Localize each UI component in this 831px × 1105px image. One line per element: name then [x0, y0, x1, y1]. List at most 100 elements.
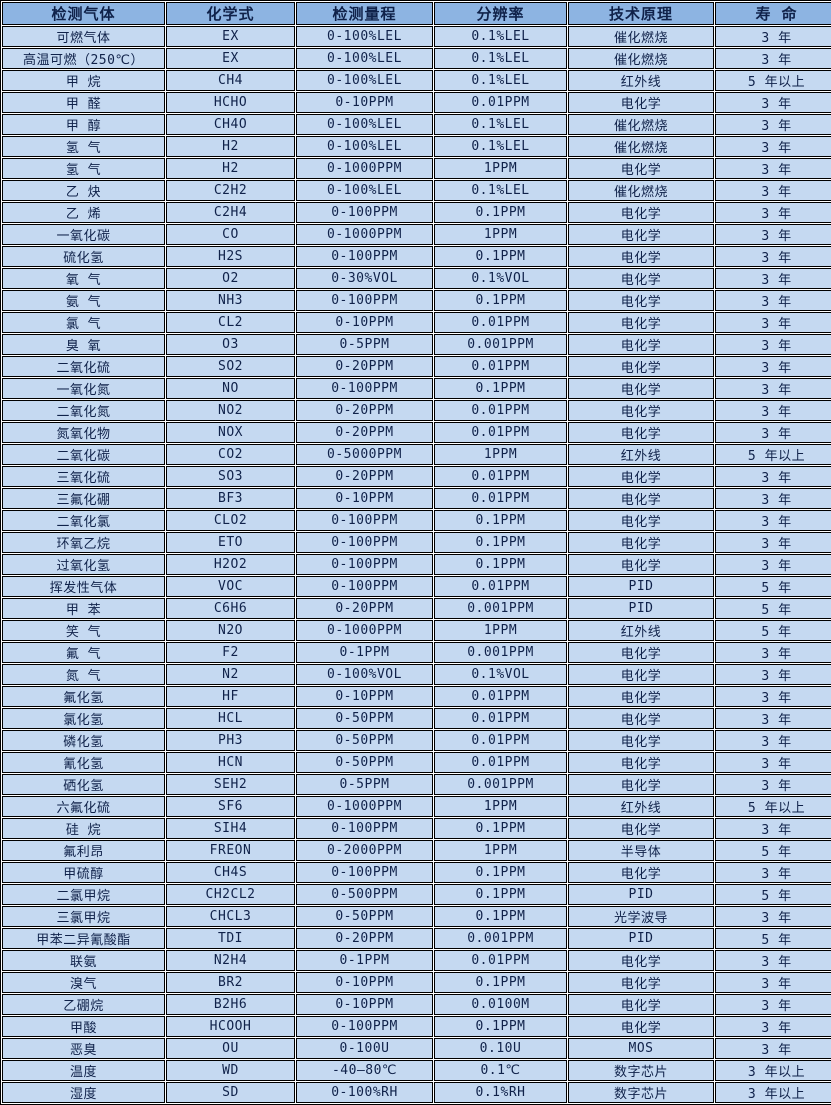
cell-resolution: 0.1PPM: [434, 202, 567, 223]
table-row: 氰化氢 HCN 0-50PPM 0.01PPM 电化学 3 年: [2, 752, 831, 773]
cell-lifespan: 3 年: [715, 906, 831, 927]
cell-chemical-formula: CO2: [166, 444, 295, 465]
cell-technical-principle: 电化学: [568, 730, 714, 751]
cell-lifespan: 5 年以上: [715, 70, 831, 91]
cell-detection-range: 0-10PPM: [296, 686, 433, 707]
cell-gas-name: 甲 苯: [2, 598, 165, 619]
cell-gas-name: 氯化氢: [2, 708, 165, 729]
cell-technical-principle: 红外线: [568, 620, 714, 641]
cell-resolution: 0.001PPM: [434, 642, 567, 663]
cell-gas-name: 二氧化氮: [2, 400, 165, 421]
cell-resolution: 0.1%VOL: [434, 268, 567, 289]
cell-gas-name: 甲 醇: [2, 114, 165, 135]
cell-gas-name: 氟利昂: [2, 840, 165, 861]
table-row: 湿度 SD 0-100%RH 0.1%RH 数字芯片 3 年以上: [2, 1082, 831, 1103]
cell-detection-range: 0-100PPM: [296, 862, 433, 883]
cell-chemical-formula: F2: [166, 642, 295, 663]
cell-detection-range: 0-2000PPM: [296, 840, 433, 861]
cell-resolution: 0.01PPM: [434, 576, 567, 597]
cell-lifespan: 3 年: [715, 510, 831, 531]
table-row: 三氟化硼 BF3 0-10PPM 0.01PPM 电化学 3 年: [2, 488, 831, 509]
cell-chemical-formula: SD: [166, 1082, 295, 1103]
cell-detection-range: 0-1PPM: [296, 642, 433, 663]
cell-lifespan: 3 年: [715, 136, 831, 157]
table-row: 三氯甲烷 CHCL3 0-50PPM 0.1PPM 光学波导 3 年: [2, 906, 831, 927]
table-row: 二氧化碳 CO2 0-5000PPM 1PPM 红外线 5 年以上: [2, 444, 831, 465]
cell-detection-range: 0-100PPM: [296, 576, 433, 597]
table-row: 氟化氢 HF 0-10PPM 0.01PPM 电化学 3 年: [2, 686, 831, 707]
cell-gas-name: 联氨: [2, 950, 165, 971]
cell-technical-principle: 电化学: [568, 268, 714, 289]
cell-chemical-formula: CHCL3: [166, 906, 295, 927]
cell-technical-principle: 电化学: [568, 686, 714, 707]
cell-technical-principle: MOS: [568, 1038, 714, 1059]
cell-lifespan: 3 年: [715, 774, 831, 795]
cell-lifespan: 5 年: [715, 620, 831, 641]
cell-lifespan: 5 年以上: [715, 444, 831, 465]
cell-gas-name: 温度: [2, 1060, 165, 1081]
cell-chemical-formula: SEH2: [166, 774, 295, 795]
cell-lifespan: 3 年: [715, 202, 831, 223]
cell-lifespan: 3 年: [715, 26, 831, 47]
cell-detection-range: 0-5PPM: [296, 774, 433, 795]
table-row: 三氧化硫 SO3 0-20PPM 0.01PPM 电化学 3 年: [2, 466, 831, 487]
cell-technical-principle: 电化学: [568, 488, 714, 509]
cell-gas-name: 甲酸: [2, 1016, 165, 1037]
cell-lifespan: 3 年: [715, 290, 831, 311]
cell-gas-name: 高温可燃（250℃）: [2, 48, 165, 69]
cell-lifespan: 5 年: [715, 840, 831, 861]
cell-gas-name: 二氧化氯: [2, 510, 165, 531]
cell-lifespan: 3 年: [715, 532, 831, 553]
cell-resolution: 1PPM: [434, 444, 567, 465]
cell-detection-range: 0-100PPM: [296, 378, 433, 399]
table-row: 温度 WD -40—80℃ 0.1℃ 数字芯片 3 年以上: [2, 1060, 831, 1081]
cell-gas-name: 二氧化硫: [2, 356, 165, 377]
cell-technical-principle: 电化学: [568, 642, 714, 663]
cell-lifespan: 3 年: [715, 1038, 831, 1059]
header-row: 检测气体 化学式 检测量程 分辨率 技术原理 寿 命: [2, 2, 831, 25]
cell-resolution: 0.01PPM: [434, 752, 567, 773]
cell-lifespan: 3 年: [715, 708, 831, 729]
cell-chemical-formula: OU: [166, 1038, 295, 1059]
cell-detection-range: 0-100PPM: [296, 1016, 433, 1037]
cell-gas-name: 乙 炔: [2, 180, 165, 201]
cell-detection-range: 0-100%LEL: [296, 26, 433, 47]
cell-resolution: 0.01PPM: [434, 312, 567, 333]
table-row: 甲硫醇 CH4S 0-100PPM 0.1PPM 电化学 3 年: [2, 862, 831, 883]
table-row: 环氧乙烷 ETO 0-100PPM 0.1PPM 电化学 3 年: [2, 532, 831, 553]
table-row: 挥发性气体 VOC 0-100PPM 0.01PPM PID 5 年: [2, 576, 831, 597]
cell-resolution: 1PPM: [434, 224, 567, 245]
cell-gas-name: 二氧化碳: [2, 444, 165, 465]
cell-technical-principle: 电化学: [568, 818, 714, 839]
table-row: 二氧化氮 NO2 0-20PPM 0.01PPM 电化学 3 年: [2, 400, 831, 421]
table-row: 二氯甲烷 CH2CL2 0-500PPM 0.1PPM PID 5 年: [2, 884, 831, 905]
cell-lifespan: 3 年: [715, 312, 831, 333]
cell-gas-name: 乙硼烷: [2, 994, 165, 1015]
cell-resolution: 0.01PPM: [434, 92, 567, 113]
cell-detection-range: 0-20PPM: [296, 928, 433, 949]
cell-lifespan: 3 年: [715, 180, 831, 201]
cell-lifespan: 3 年: [715, 92, 831, 113]
cell-gas-name: 氰化氢: [2, 752, 165, 773]
cell-lifespan: 3 年: [715, 752, 831, 773]
cell-technical-principle: 电化学: [568, 510, 714, 531]
cell-resolution: 0.1%LEL: [434, 114, 567, 135]
table-row: 一氧化氮 NO 0-100PPM 0.1PPM 电化学 3 年: [2, 378, 831, 399]
cell-resolution: 1PPM: [434, 796, 567, 817]
cell-resolution: 0.1%LEL: [434, 180, 567, 201]
cell-lifespan: 3 年: [715, 862, 831, 883]
cell-detection-range: 0-100%LEL: [296, 48, 433, 69]
cell-resolution: 0.1PPM: [434, 290, 567, 311]
cell-resolution: 0.1PPM: [434, 510, 567, 531]
cell-detection-range: 0-5000PPM: [296, 444, 433, 465]
table-row: 氢 气 H2 0-100%LEL 0.1%LEL 催化燃烧 3 年: [2, 136, 831, 157]
cell-detection-range: 0-100%RH: [296, 1082, 433, 1103]
cell-technical-principle: 电化学: [568, 554, 714, 575]
table-row: 可燃气体 EX 0-100%LEL 0.1%LEL 催化燃烧 3 年: [2, 26, 831, 47]
cell-lifespan: 3 年: [715, 488, 831, 509]
cell-detection-range: 0-100PPM: [296, 290, 433, 311]
cell-detection-range: 0-100U: [296, 1038, 433, 1059]
cell-chemical-formula: H2: [166, 136, 295, 157]
cell-chemical-formula: N2H4: [166, 950, 295, 971]
table-row: 六氟化硫 SF6 0-1000PPM 1PPM 红外线 5 年以上: [2, 796, 831, 817]
